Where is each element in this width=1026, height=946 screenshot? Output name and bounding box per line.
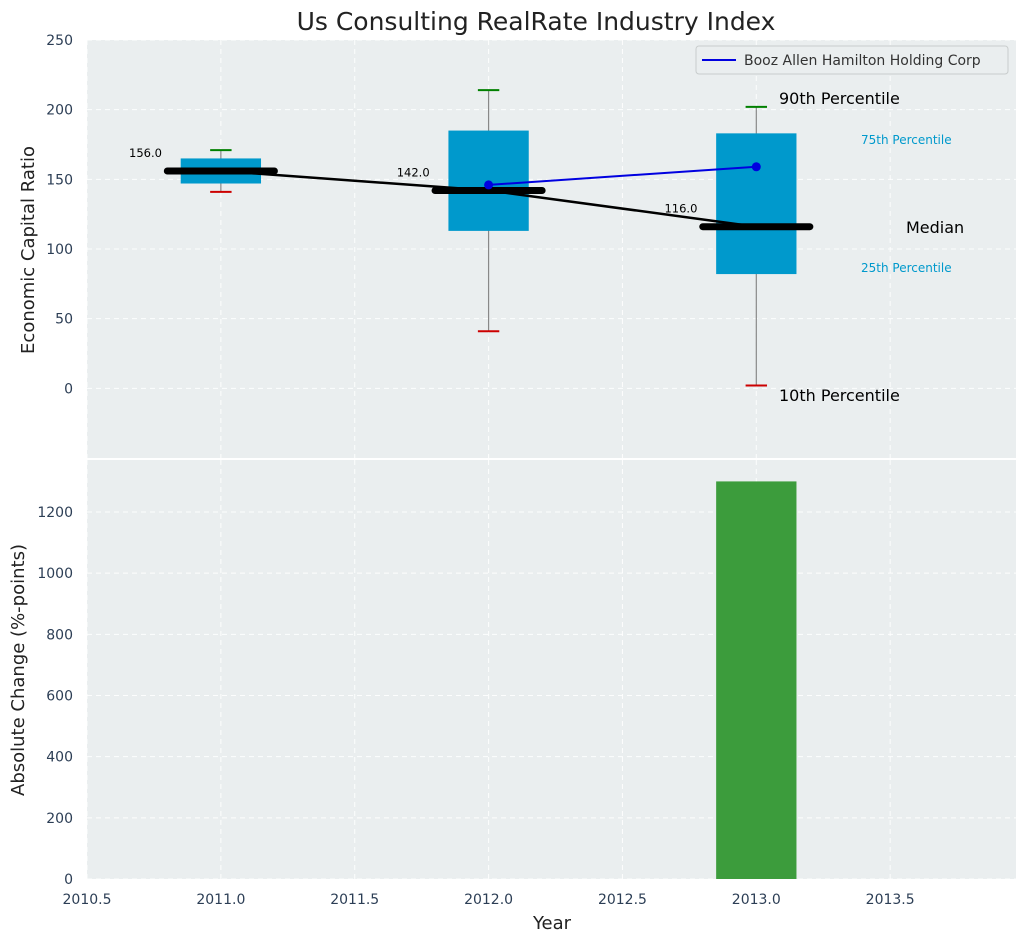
bottom-y-tick-label: 800 bbox=[46, 627, 73, 643]
bottom-y-tick-label: 1000 bbox=[37, 566, 73, 582]
median-value-label: 116.0 bbox=[664, 202, 697, 216]
bottom-y-tick-label: 600 bbox=[46, 688, 73, 704]
bottom-y-tick-label: 1200 bbox=[37, 505, 73, 521]
chart-title: Us Consulting RealRate Industry Index bbox=[297, 7, 776, 36]
top-y-tick-label: 150 bbox=[46, 172, 73, 188]
top-y-axis-label: Economic Capital Ratio bbox=[18, 146, 39, 354]
legend: Booz Allen Hamilton Holding Corp bbox=[695, 45, 1009, 75]
top-y-tick-label: 200 bbox=[46, 103, 73, 119]
annotation-median: Median bbox=[906, 218, 964, 237]
median-value-label: 142.0 bbox=[397, 165, 430, 179]
x-tick-label: 2013.0 bbox=[732, 892, 781, 908]
annotation-75th-percentile: 75th Percentile bbox=[861, 133, 952, 147]
bottom-y-tick-label: 200 bbox=[46, 811, 73, 827]
x-tick-label: 2012.5 bbox=[598, 892, 647, 908]
bottom-y-axis-label: Absolute Change (%-points) bbox=[8, 544, 29, 796]
annotation-10th-percentile: 10th Percentile bbox=[779, 386, 900, 405]
annotation-25th-percentile: 25th Percentile bbox=[861, 261, 952, 275]
bottom-panel-background bbox=[87, 460, 1016, 879]
x-tick-label: 2011.0 bbox=[196, 892, 245, 908]
series-point-booz-allen bbox=[484, 180, 494, 190]
marks-layer bbox=[87, 89, 1016, 879]
x-axis-label: Year bbox=[532, 913, 572, 934]
legend-label-booz-allen: Booz Allen Hamilton Holding Corp bbox=[744, 53, 981, 69]
x-tick-label: 2013.5 bbox=[866, 892, 915, 908]
bottom-y-tick-label: 400 bbox=[46, 750, 73, 766]
top-y-tick-label: 0 bbox=[64, 381, 73, 397]
top-y-tick-label: 100 bbox=[46, 242, 73, 258]
x-tick-label: 2010.5 bbox=[63, 892, 112, 908]
box-2013 bbox=[716, 133, 797, 275]
x-tick-label: 2011.5 bbox=[330, 892, 379, 908]
top-y-tick-label: 250 bbox=[46, 33, 73, 49]
series-line-booz-allen bbox=[488, 165, 757, 186]
top-y-tick-label: 50 bbox=[55, 312, 73, 328]
bar-2013 bbox=[716, 481, 797, 879]
x-tick-label: 2012.0 bbox=[464, 892, 513, 908]
legend-box bbox=[695, 45, 1009, 75]
series-point-booz-allen bbox=[751, 162, 761, 172]
median-value-label: 156.0 bbox=[129, 146, 162, 160]
bottom-y-tick-label: 0 bbox=[64, 872, 73, 888]
text-layer: 2010.5 2011.0 2011.5 2012.0 2012.5 2013.0 2013… bbox=[37, 33, 914, 908]
annotation-90th-percentile: 90th Percentile bbox=[779, 89, 900, 108]
